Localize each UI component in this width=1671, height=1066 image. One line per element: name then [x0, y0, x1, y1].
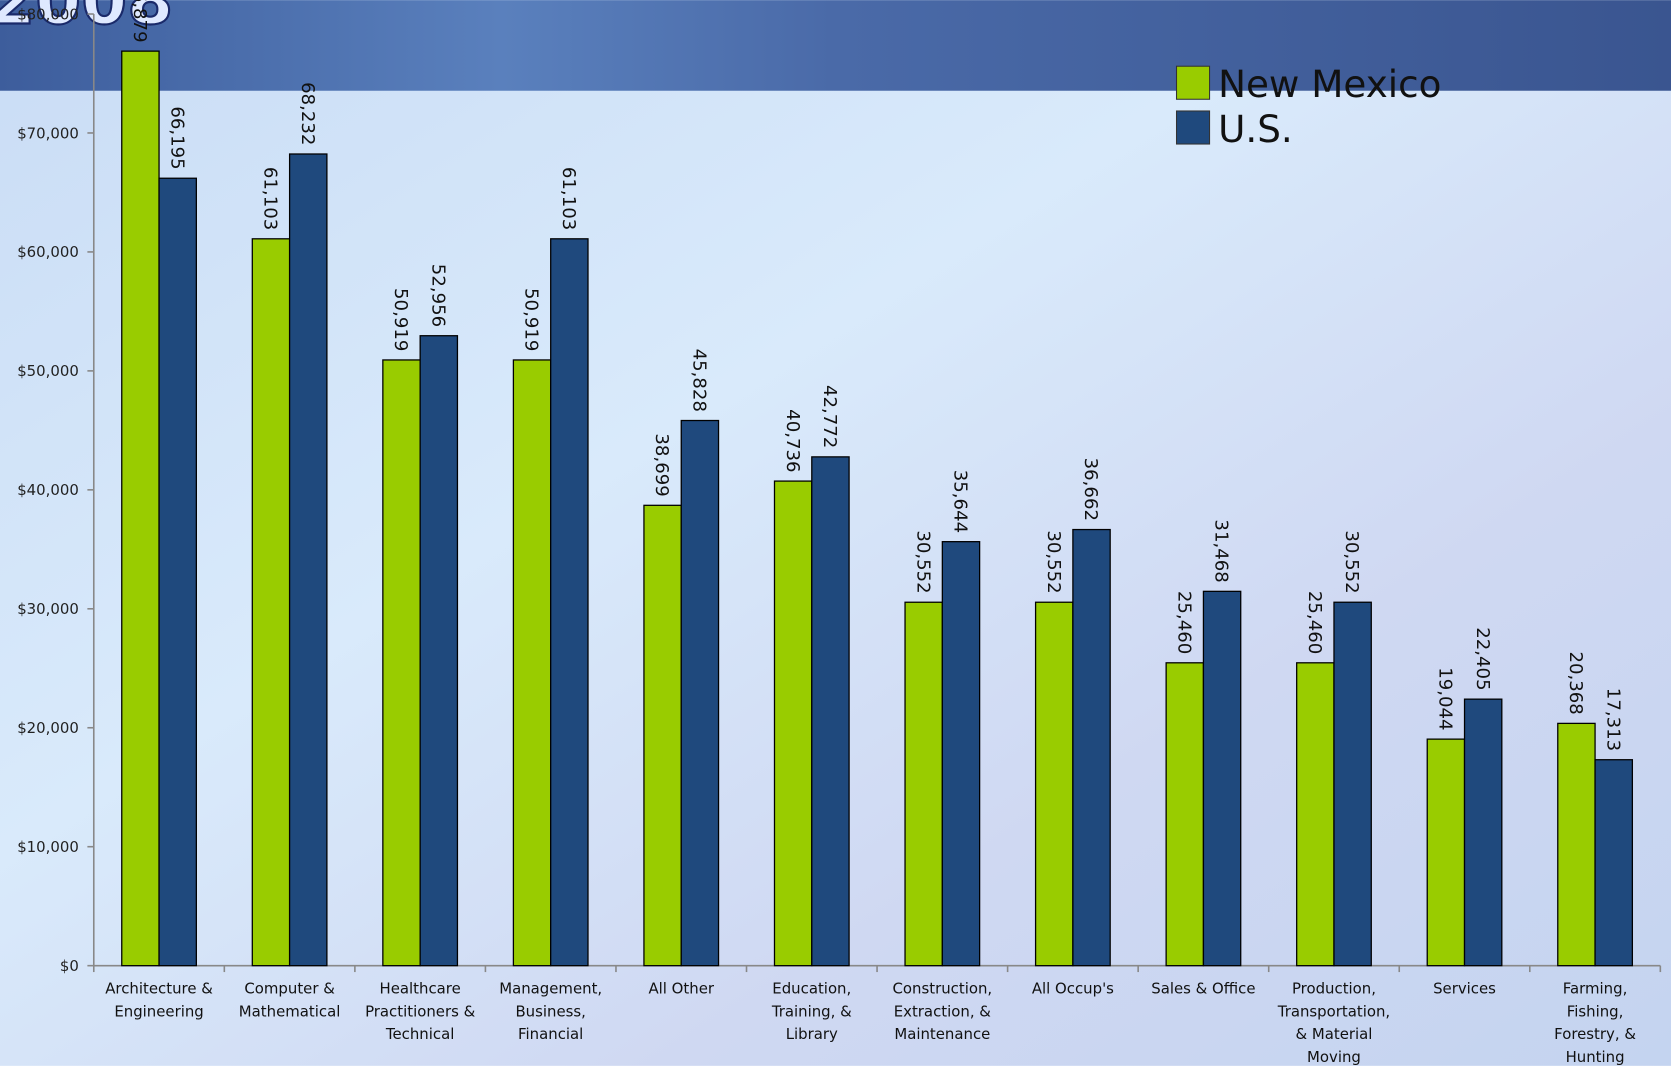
bar: [1072, 528, 1111, 967]
value-label: 76,879: [129, 0, 150, 43]
x-tick-label: Construction, Extraction, & Maintenance: [893, 979, 993, 1043]
value-label: 42,772: [819, 385, 840, 448]
x-tick-label: Education, Training, & Library: [771, 979, 852, 1043]
y-tick-label: $40,000: [17, 481, 79, 499]
bar: [680, 419, 720, 967]
value-label: 52,956: [427, 264, 448, 327]
bar: [811, 456, 850, 967]
legend-swatch: [1175, 65, 1211, 100]
bar: [121, 50, 160, 967]
value-label: 30,552: [1043, 530, 1064, 593]
bar: [158, 177, 197, 967]
x-tick-label: Healthcare Practitioners & Technical: [365, 979, 476, 1043]
value-label: 22,405: [1472, 627, 1493, 690]
bar: [643, 504, 682, 967]
header-band: [0, 0, 1671, 91]
y-tick-label: $80,000: [17, 5, 79, 23]
bar: [1165, 662, 1205, 967]
value-label: 61,103: [558, 167, 579, 230]
legend-label: New Mexico: [1218, 62, 1441, 106]
y-tick-label: $30,000: [17, 600, 79, 618]
bar: [512, 359, 552, 967]
y-tick-label: $60,000: [17, 243, 79, 261]
bar: [773, 480, 813, 967]
value-label: 38,699: [651, 433, 672, 496]
value-label: 19,044: [1434, 667, 1455, 730]
value-label: 36,662: [1080, 458, 1101, 521]
x-tick-label: All Occup's: [1032, 979, 1114, 997]
x-tick-label: Management, Business, Financial: [499, 979, 602, 1043]
bar: [288, 153, 328, 967]
value-label: 20,368: [1565, 651, 1586, 714]
value-label: 45,828: [688, 349, 709, 412]
bar: [550, 238, 589, 967]
y-tick-label: $0: [60, 957, 79, 975]
value-label: 25,460: [1304, 591, 1325, 654]
value-label: 25,460: [1173, 591, 1194, 654]
bar: [904, 601, 943, 967]
y-tick-label: $10,000: [17, 838, 79, 856]
value-label: 61,103: [260, 167, 281, 230]
value-label: 50,919: [521, 288, 542, 351]
bar: [1426, 738, 1466, 967]
x-tick-label: Architecture & Engineering: [105, 979, 213, 1020]
bar: [1202, 590, 1242, 967]
bar: [1034, 601, 1074, 967]
value-label: 30,552: [1341, 530, 1362, 593]
bar: [1557, 722, 1596, 967]
value-label: 30,552: [912, 530, 933, 593]
value-label: 35,644: [950, 470, 971, 533]
bar: [941, 541, 981, 967]
x-tick-label: All Other: [648, 979, 714, 997]
legend-swatch: [1175, 110, 1211, 145]
value-label: 68,232: [297, 82, 318, 145]
bar: [1296, 662, 1335, 967]
y-tick-label: $50,000: [17, 362, 79, 380]
value-label: 40,736: [782, 409, 803, 472]
bar: [1594, 759, 1634, 967]
x-tick-label: Production, Transportation, & Material Movi…: [1277, 979, 1390, 1066]
value-label: 17,313: [1602, 688, 1623, 751]
bar: [1463, 698, 1503, 967]
value-label: 31,468: [1211, 519, 1232, 582]
x-tick-label: Sales & Office: [1151, 979, 1255, 997]
value-label: 66,195: [166, 106, 187, 169]
x-tick-label: Services: [1433, 979, 1496, 997]
y-tick-label: $20,000: [17, 719, 79, 737]
x-tick-label: Computer & Mathematical: [239, 979, 341, 1020]
legend-label: U.S.: [1218, 107, 1293, 151]
value-label: 50,919: [390, 288, 411, 351]
x-tick-label: Farming, Fishing, Forestry, & Hunting: [1554, 979, 1636, 1066]
bar: [382, 359, 421, 967]
bar: [419, 335, 459, 967]
chart-title: 2008: [0, 0, 173, 40]
bar: [1333, 601, 1372, 967]
y-tick-label: $70,000: [17, 124, 79, 142]
bar: [251, 238, 291, 967]
